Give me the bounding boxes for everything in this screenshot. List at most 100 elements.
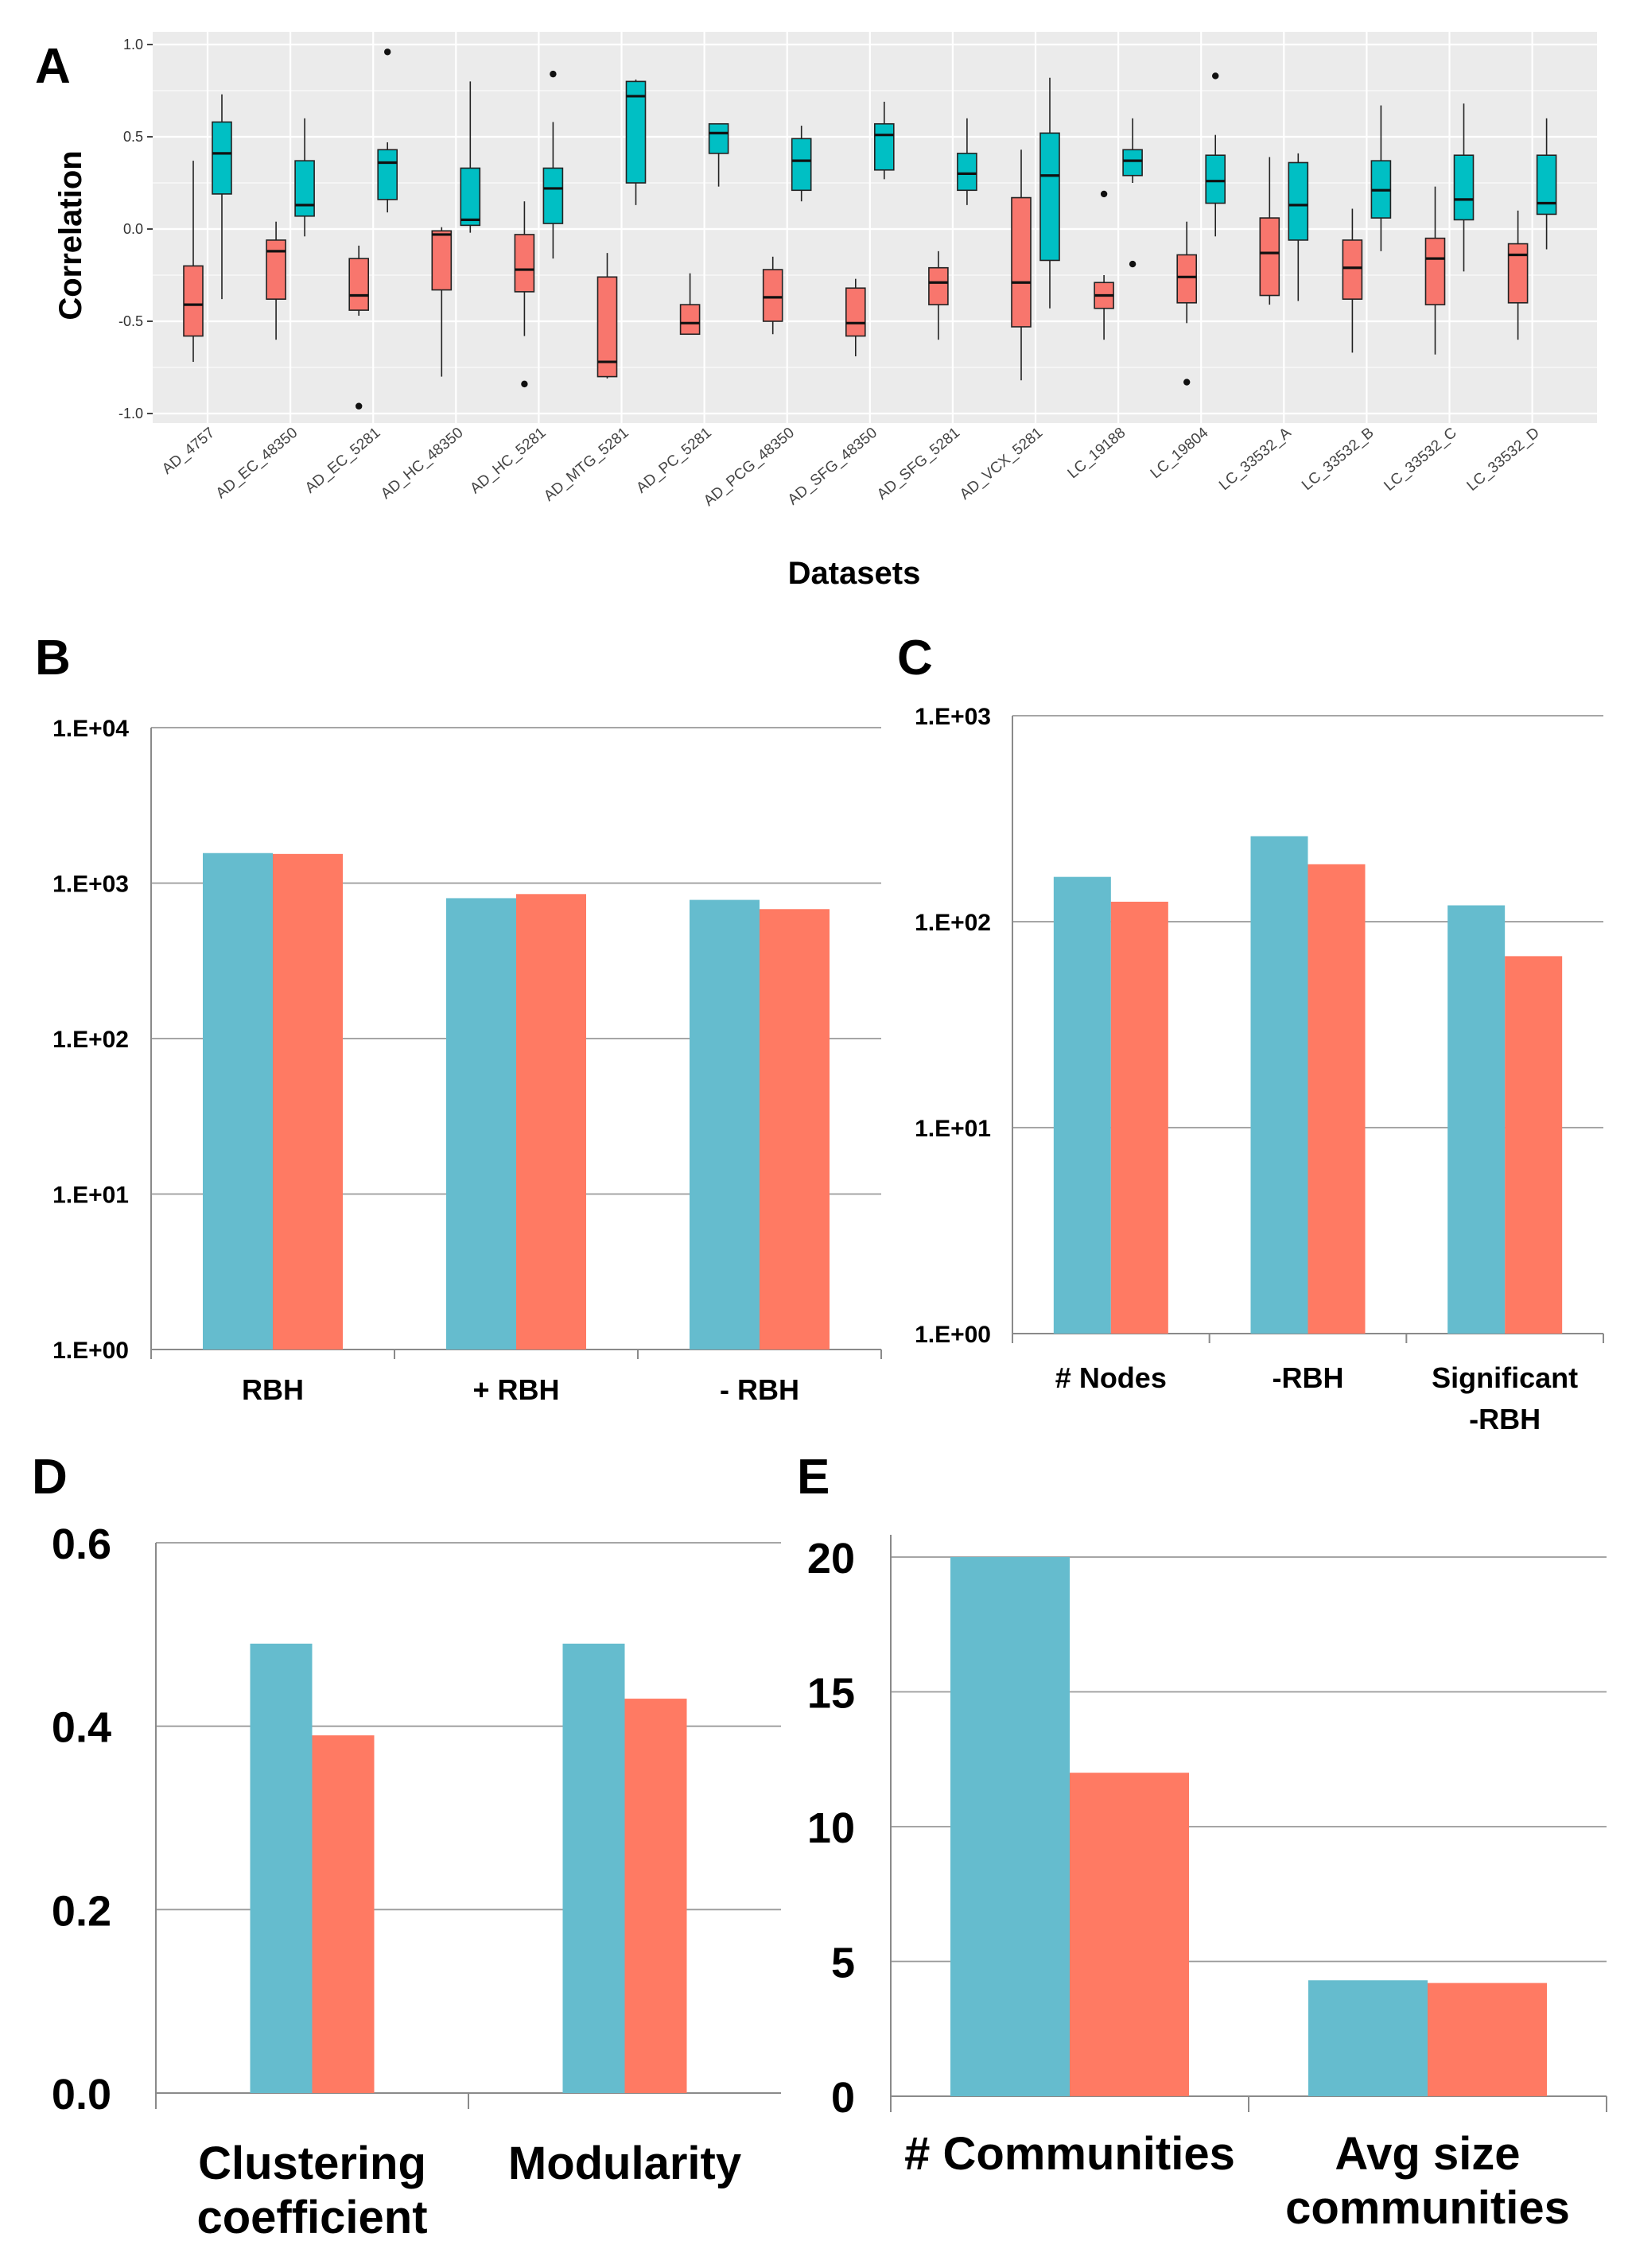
b-y-tick-label: 1.E+02 bbox=[52, 1027, 129, 1053]
panel-a-background bbox=[153, 32, 1597, 423]
panel-d-y-ticks: 0.0 0.2 0.4 0.6 bbox=[52, 1520, 111, 2118]
a-y-tick-label: 0.0 bbox=[123, 221, 143, 237]
panel-b-bars bbox=[203, 852, 830, 1350]
e-bar-teal bbox=[950, 1557, 1070, 2096]
d-y-tick-label: 0.0 bbox=[52, 2071, 111, 2118]
d-y-tick-label: 0.2 bbox=[52, 1887, 111, 1935]
a-y-tick-label: -1.0 bbox=[119, 406, 143, 421]
b-bar-salmon bbox=[273, 853, 343, 1350]
b-category-label: RBH bbox=[242, 1373, 304, 1406]
b-y-tick-label: 1.E+01 bbox=[52, 1183, 129, 1209]
panel-label-c: C bbox=[897, 631, 933, 685]
d-bar-teal bbox=[562, 1643, 625, 2093]
c-bar-salmon bbox=[1110, 901, 1168, 1334]
a-box bbox=[1176, 254, 1197, 304]
a-box bbox=[266, 239, 286, 300]
a-box bbox=[625, 80, 647, 184]
a-box bbox=[1342, 239, 1363, 300]
a-box bbox=[1288, 161, 1309, 241]
b-bar-salmon bbox=[516, 894, 586, 1350]
panel-c-y-ticks: 1.E+00 1.E+01 1.E+02 1.E+03 bbox=[915, 704, 991, 1348]
panel-d-bar-chart: 0.0 0.2 0.4 0.6 Clustering coefficient Modula… bbox=[52, 1520, 781, 2243]
e-bar-salmon bbox=[1070, 1773, 1189, 2096]
a-box bbox=[1536, 154, 1557, 216]
a-box bbox=[1039, 132, 1060, 262]
a-box bbox=[212, 121, 232, 195]
panel-label-d: D bbox=[32, 1450, 68, 1505]
d-y-tick-label: 0.4 bbox=[52, 1704, 111, 1752]
b-y-tick-label: 1.E+03 bbox=[52, 872, 129, 898]
a-box bbox=[928, 266, 949, 305]
a-box bbox=[183, 265, 204, 337]
panel-a-x-axis-title: Datasets bbox=[788, 556, 921, 591]
c-y-tick-label: 1.E+02 bbox=[915, 910, 991, 936]
d-category-label: Modularity bbox=[508, 2138, 741, 2189]
panel-label-e: E bbox=[797, 1450, 830, 1505]
panel-e-bars bbox=[950, 1557, 1547, 2096]
d-bar-salmon bbox=[624, 1699, 687, 2093]
a-box bbox=[791, 138, 812, 192]
a-box bbox=[762, 269, 783, 322]
panel-label-a: A bbox=[35, 39, 71, 94]
a-box bbox=[1424, 237, 1446, 305]
c-y-tick-label: 1.E+01 bbox=[915, 1116, 991, 1142]
a-outlier-point bbox=[1129, 260, 1137, 268]
c-bar-salmon bbox=[1505, 956, 1563, 1334]
a-box bbox=[845, 287, 866, 337]
a-box bbox=[1205, 154, 1226, 204]
d-bar-teal bbox=[250, 1643, 313, 2093]
b-bar-teal bbox=[446, 898, 516, 1350]
a-box bbox=[1453, 154, 1475, 221]
panel-c-categories: # Nodes -RBH Significant -RBH bbox=[1055, 1361, 1578, 1435]
b-bar-salmon bbox=[760, 909, 830, 1350]
b-category-label: - RBH bbox=[720, 1373, 799, 1406]
c-bar-teal bbox=[1053, 876, 1111, 1334]
a-outlier-point bbox=[550, 70, 557, 78]
c-y-tick-label: 1.E+03 bbox=[915, 704, 991, 730]
a-box bbox=[542, 167, 564, 224]
panel-e-bar-chart: 0 5 10 15 20 # Communities Avg size communitie… bbox=[807, 1535, 1607, 2234]
e-y-tick-label: 20 bbox=[807, 1535, 855, 1583]
a-outlier-point bbox=[1212, 72, 1219, 80]
panel-a-y-axis-title: Correlation bbox=[53, 150, 88, 320]
d-bar-salmon bbox=[312, 1735, 375, 2093]
d-y-tick-label: 0.6 bbox=[52, 1520, 111, 1568]
a-y-tick-label: 1.0 bbox=[123, 37, 143, 52]
a-y-tick-label: 0.5 bbox=[123, 129, 143, 145]
a-box bbox=[514, 234, 535, 293]
a-box bbox=[1122, 149, 1143, 177]
a-box bbox=[348, 258, 370, 311]
panel-label-b: B bbox=[35, 631, 71, 685]
b-bar-teal bbox=[690, 899, 760, 1350]
a-box bbox=[431, 230, 453, 291]
c-bar-teal bbox=[1447, 905, 1506, 1334]
e-bar-salmon bbox=[1428, 1983, 1547, 2096]
panel-e-y-ticks: 0 5 10 15 20 bbox=[807, 1535, 855, 2122]
panel-b-y-ticks: 1.E+00 1.E+01 1.E+02 1.E+03 1.E+04 bbox=[52, 716, 129, 1364]
c-category-label: -RBH bbox=[1273, 1361, 1344, 1394]
panel-b-bar-chart: 1.E+00 1.E+01 1.E+02 1.E+03 1.E+04 RBH + RBH -… bbox=[52, 716, 882, 1406]
panel-a-boxes bbox=[183, 49, 1557, 410]
d-category-label: Clustering coefficient bbox=[196, 2138, 427, 2243]
panel-c-bar-chart: 1.E+00 1.E+01 1.E+02 1.E+03 # Nodes -RBH Sign… bbox=[915, 704, 1604, 1435]
a-box bbox=[1259, 217, 1280, 297]
c-category-label: Significant -RBH bbox=[1432, 1361, 1578, 1435]
c-y-tick-label: 1.E+00 bbox=[915, 1322, 991, 1348]
a-outlier-point bbox=[521, 380, 528, 388]
e-y-tick-label: 0 bbox=[831, 2074, 855, 2122]
a-box bbox=[708, 122, 729, 154]
c-bar-teal bbox=[1250, 836, 1308, 1334]
a-box bbox=[294, 160, 315, 217]
a-box bbox=[679, 304, 701, 336]
e-category-label: # Communities bbox=[904, 2128, 1235, 2180]
e-y-tick-label: 5 bbox=[831, 1940, 855, 1987]
b-bar-teal bbox=[203, 852, 273, 1350]
e-bar-teal bbox=[1308, 1980, 1428, 2096]
panel-c-bars bbox=[1053, 836, 1563, 1334]
b-y-tick-label: 1.E+04 bbox=[52, 716, 129, 742]
e-y-tick-label: 10 bbox=[807, 1804, 855, 1852]
a-box bbox=[1507, 243, 1529, 304]
panel-d-categories: Clustering coefficient Modularity bbox=[196, 2138, 741, 2243]
e-category-label: Avg size communities bbox=[1285, 2128, 1570, 2234]
